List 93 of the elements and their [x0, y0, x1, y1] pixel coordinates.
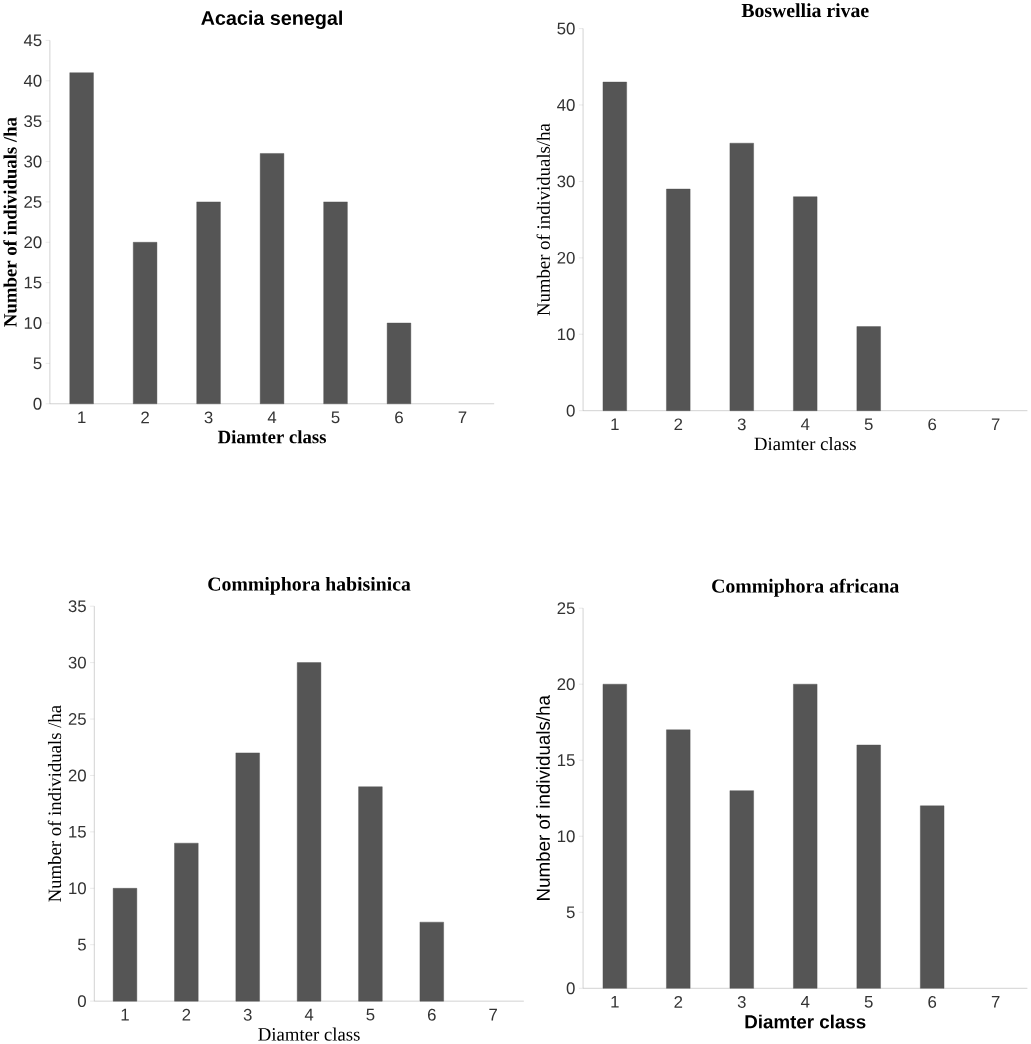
- y-tick-label: 15: [24, 276, 42, 289]
- x-tick-label: 2: [674, 996, 682, 1008]
- y-tick-label: 50: [557, 22, 575, 35]
- x-tick-label: 2: [141, 411, 149, 424]
- y-tick-label: 0: [77, 995, 86, 1008]
- y-tick-label: 30: [557, 175, 575, 188]
- y-axis-title: Number of individuals/ha: [535, 695, 550, 900]
- x-tick-label: 3: [204, 411, 213, 424]
- y-tick-label: 25: [68, 713, 86, 725]
- bar: [919, 805, 945, 989]
- y-axis-title: Number of individuals /ha: [3, 117, 17, 327]
- x-tick-label: 4: [800, 418, 810, 430]
- y-axis-title: Number of individuals/ha: [536, 123, 550, 316]
- bar: [69, 72, 94, 404]
- y-tick-label: 10: [557, 328, 575, 341]
- x-tick-label: 6: [928, 996, 936, 1008]
- x-tick-label: 2: [182, 1008, 190, 1021]
- y-tick-label: 25: [557, 602, 575, 615]
- bar: [132, 242, 157, 404]
- x-tick-label: 5: [331, 411, 340, 424]
- x-tick-label: 1: [121, 1008, 129, 1021]
- x-tick-label: 7: [489, 1008, 497, 1021]
- x-tick-label: 2: [674, 418, 682, 431]
- y-tick-label: 0: [33, 397, 42, 410]
- y-axis-title: Number of individuals /ha: [47, 705, 61, 902]
- y-tick-label: 20: [557, 678, 575, 691]
- bar: [235, 752, 260, 1002]
- x-tick-label: 6: [395, 411, 403, 424]
- bar: [729, 790, 754, 989]
- y-tick-label: 10: [24, 317, 42, 329]
- bar: [323, 201, 348, 404]
- y-tick-label: 5: [566, 906, 575, 919]
- y-tick-label: 20: [68, 769, 86, 782]
- x-tick-label: 7: [991, 418, 1000, 430]
- bar: [793, 683, 818, 989]
- x-tick-label: 3: [243, 1008, 252, 1021]
- chart-title: Commiphora africana: [711, 578, 899, 597]
- y-tick-label: 40: [23, 74, 42, 87]
- y-tick-label: 30: [23, 155, 42, 168]
- bar: [112, 888, 137, 1002]
- x-axis-title: Diamter class: [258, 1027, 360, 1041]
- y-tick-label: 15: [69, 826, 86, 838]
- x-tick-label: 3: [737, 996, 746, 1008]
- x-tick-label: 5: [864, 418, 873, 431]
- bar: [196, 201, 221, 404]
- x-tick-label: 4: [304, 1008, 314, 1021]
- y-tick-label: 10: [557, 830, 575, 843]
- x-axis-title: Diamter class: [745, 1014, 866, 1029]
- x-tick-label: 5: [366, 1008, 375, 1021]
- y-tick-label: 20: [557, 251, 575, 264]
- bar: [358, 786, 383, 1002]
- y-tick-label: 25: [24, 195, 42, 208]
- y-tick-label: 20: [24, 236, 42, 249]
- x-tick-label: 6: [928, 418, 936, 431]
- chart-title: Boswellia rivae: [741, 3, 869, 18]
- x-tick-label: 1: [611, 418, 619, 430]
- x-tick-label: 4: [267, 411, 277, 424]
- x-tick-label: 7: [458, 411, 467, 424]
- y-tick-label: 5: [33, 357, 42, 370]
- bar: [296, 662, 321, 1002]
- bar: [729, 143, 754, 411]
- bar: [856, 326, 881, 411]
- y-tick-label: 35: [23, 115, 42, 128]
- bar: [386, 322, 411, 404]
- chart-title: Commiphora habisinica: [208, 576, 411, 595]
- chart-title: Acacia senegal: [201, 10, 342, 30]
- y-tick-label: 45: [23, 34, 42, 47]
- bar: [174, 842, 199, 1002]
- y-tick-label: 15: [557, 754, 575, 767]
- bar: [856, 744, 881, 989]
- y-tick-label: 10: [69, 882, 86, 895]
- bar: [419, 921, 444, 1002]
- y-tick-label: 30: [68, 656, 86, 669]
- bar: [259, 153, 284, 404]
- y-tick-label: 35: [68, 600, 86, 613]
- x-tick-label: 4: [800, 996, 810, 1008]
- x-tick-label: 1: [611, 996, 619, 1008]
- x-tick-label: 1: [78, 411, 86, 424]
- y-tick-label: 5: [77, 938, 86, 951]
- x-tick-label: 5: [864, 996, 873, 1008]
- y-tick-label: 40: [556, 99, 575, 111]
- x-tick-label: 7: [991, 996, 1000, 1008]
- x-axis-title: Diamter class: [754, 437, 856, 451]
- bar: [602, 81, 627, 411]
- bar: [602, 683, 627, 989]
- x-tick-label: 3: [737, 418, 746, 431]
- y-tick-label: 0: [566, 404, 575, 417]
- bar: [666, 188, 691, 411]
- x-tick-label: 6: [427, 1008, 436, 1021]
- y-tick-label: 0: [566, 982, 575, 995]
- x-axis-title: Diamter class: [217, 430, 326, 444]
- bar: [666, 729, 691, 989]
- bar: [793, 196, 818, 411]
